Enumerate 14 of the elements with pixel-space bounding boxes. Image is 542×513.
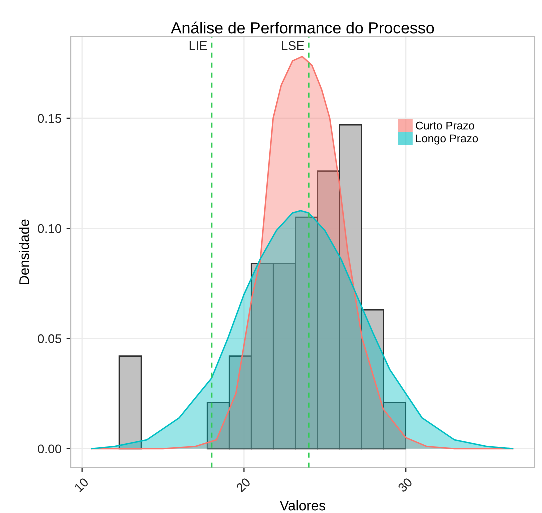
- y-tick-label: 0.00: [38, 444, 62, 454]
- ref-line-label: LSE: [282, 41, 304, 50]
- legend-label: Longo Prazo: [416, 134, 478, 145]
- chart-title: Análise de Performance do Processo: [171, 22, 434, 34]
- y-tick-label: 0.05: [38, 334, 62, 344]
- y-tick-label: 0.10: [38, 224, 62, 234]
- x-axis-title: Valores: [280, 500, 326, 511]
- x-tick-label: 30: [398, 477, 414, 493]
- x-tick-label: 20: [236, 477, 252, 493]
- y-tick-label: 0.15: [38, 114, 62, 124]
- ref-line-label: LIE: [190, 42, 208, 50]
- legend-label: Curto Prazo: [416, 122, 474, 130]
- y-axis-title: Densidade: [19, 220, 30, 284]
- x-tick-label: 10: [74, 477, 90, 493]
